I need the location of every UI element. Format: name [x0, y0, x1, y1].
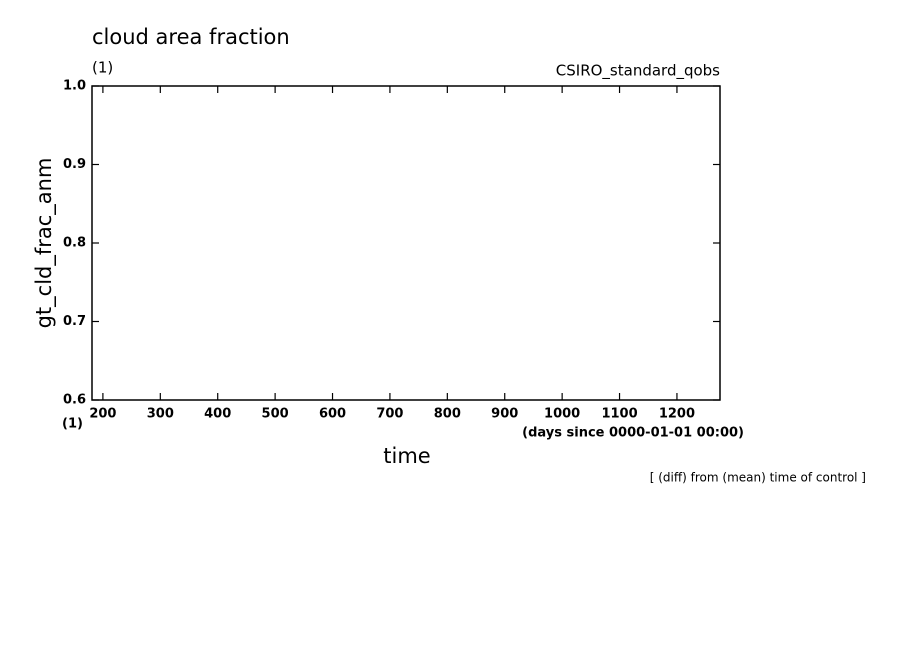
y-tick-label: 0.7	[63, 314, 86, 329]
x-axis-label: time	[383, 444, 430, 468]
source: CSIRO_standard_qobs	[556, 62, 720, 81]
x-tick-label: 700	[376, 407, 403, 422]
x-tick-label: 1100	[601, 407, 637, 422]
x-tick-label: 800	[434, 407, 461, 422]
x-tick-label: 200	[89, 407, 116, 422]
y-unit: (1)	[62, 417, 83, 432]
y-tick-label: 0.8	[63, 236, 86, 251]
x-tick-label: 300	[147, 407, 174, 422]
x-tick-label: 1200	[659, 407, 695, 422]
chart-title: cloud area fraction	[92, 25, 290, 49]
plot-frame	[91, 85, 721, 401]
y-tick-label: 0.9	[63, 157, 86, 172]
x-tick-label: 600	[319, 407, 346, 422]
y-axis-label: gt_cld_frac_anm	[32, 158, 57, 329]
subtitle: (1)	[92, 59, 113, 77]
x-tick-label: 400	[204, 407, 231, 422]
x-tick-label: 900	[491, 407, 518, 422]
y-tick-label: 1.0	[63, 79, 86, 94]
note: [ (diff) from (mean) time of control ]	[650, 471, 866, 485]
x-tick-label: 1000	[544, 407, 580, 422]
x-tick-label: 500	[262, 407, 289, 422]
x-unit: (days since 0000-01-01 00:00)	[522, 426, 744, 441]
y-tick-label: 0.6	[63, 393, 86, 408]
